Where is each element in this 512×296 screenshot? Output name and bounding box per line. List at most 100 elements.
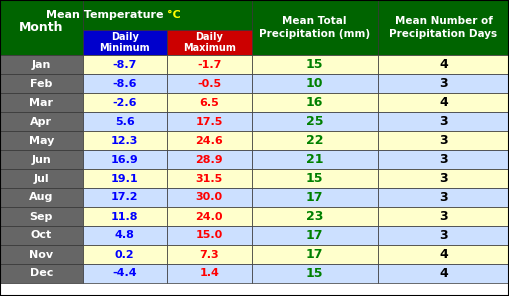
- Text: 11.8: 11.8: [111, 212, 139, 221]
- Text: -4.4: -4.4: [113, 268, 137, 279]
- Text: 19.1: 19.1: [111, 173, 139, 184]
- Text: Daily
Maximum: Daily Maximum: [183, 32, 236, 53]
- Bar: [378, 226, 509, 245]
- Bar: [378, 169, 509, 188]
- Bar: [378, 264, 509, 283]
- Bar: [0, 188, 82, 207]
- Bar: [82, 226, 167, 245]
- Text: Aug: Aug: [29, 192, 53, 202]
- Bar: [251, 55, 378, 74]
- Text: Jul: Jul: [33, 173, 49, 184]
- Text: 4: 4: [439, 248, 448, 261]
- Bar: [378, 188, 509, 207]
- Text: 6.5: 6.5: [200, 97, 219, 107]
- Text: 16: 16: [306, 96, 324, 109]
- Bar: [0, 93, 82, 112]
- Bar: [251, 131, 378, 150]
- Text: -2.6: -2.6: [113, 97, 137, 107]
- Text: 12.3: 12.3: [111, 136, 138, 146]
- Bar: [378, 150, 509, 169]
- Text: 4: 4: [439, 267, 448, 280]
- Bar: [82, 188, 167, 207]
- Text: Mean Number of
Precipitation Days: Mean Number of Precipitation Days: [390, 16, 498, 39]
- Text: 4.8: 4.8: [115, 231, 135, 240]
- Text: 0.2: 0.2: [115, 250, 135, 260]
- Text: Daily
Minimum: Daily Minimum: [99, 32, 150, 53]
- Text: 24.6: 24.6: [196, 136, 223, 146]
- Text: 21: 21: [306, 153, 324, 166]
- Bar: [378, 0, 509, 55]
- Bar: [167, 131, 251, 150]
- Text: -1.7: -1.7: [197, 59, 222, 70]
- Bar: [378, 112, 509, 131]
- Text: 16.9: 16.9: [111, 155, 139, 165]
- Bar: [378, 207, 509, 226]
- Bar: [167, 55, 251, 74]
- Bar: [167, 188, 251, 207]
- Text: 7.3: 7.3: [200, 250, 219, 260]
- Text: 17: 17: [306, 248, 324, 261]
- Text: Jan: Jan: [32, 59, 51, 70]
- Bar: [82, 93, 167, 112]
- Text: Mean Total
Precipitation (mm): Mean Total Precipitation (mm): [259, 16, 370, 39]
- Text: Month: Month: [19, 21, 63, 34]
- Bar: [251, 188, 378, 207]
- Bar: [251, 112, 378, 131]
- Text: -8.6: -8.6: [113, 78, 137, 89]
- Text: 1.4: 1.4: [199, 268, 219, 279]
- Text: 31.5: 31.5: [196, 173, 223, 184]
- Text: 3: 3: [439, 77, 448, 90]
- Bar: [82, 55, 167, 74]
- Bar: [167, 30, 251, 55]
- Text: 17: 17: [306, 191, 324, 204]
- Bar: [251, 93, 378, 112]
- Text: 15: 15: [306, 58, 324, 71]
- Bar: [251, 207, 378, 226]
- Bar: [0, 55, 82, 74]
- Text: 4: 4: [439, 58, 448, 71]
- Text: 15: 15: [306, 172, 324, 185]
- Bar: [82, 112, 167, 131]
- Text: 17.5: 17.5: [196, 117, 223, 126]
- Text: 22: 22: [306, 134, 324, 147]
- Text: Jun: Jun: [31, 155, 51, 165]
- Text: 5.6: 5.6: [115, 117, 135, 126]
- Bar: [82, 150, 167, 169]
- Bar: [251, 264, 378, 283]
- Text: 23: 23: [306, 210, 324, 223]
- Text: 3: 3: [439, 115, 448, 128]
- Bar: [378, 131, 509, 150]
- Bar: [251, 74, 378, 93]
- Bar: [251, 245, 378, 264]
- Bar: [378, 55, 509, 74]
- Bar: [0, 0, 82, 55]
- Text: 17.2: 17.2: [111, 192, 139, 202]
- Text: 17: 17: [306, 229, 324, 242]
- Bar: [167, 264, 251, 283]
- Text: 3: 3: [439, 229, 448, 242]
- Text: 3: 3: [439, 134, 448, 147]
- Bar: [167, 169, 251, 188]
- Bar: [0, 131, 82, 150]
- Bar: [82, 30, 167, 55]
- Text: Oct: Oct: [31, 231, 52, 240]
- Bar: [82, 131, 167, 150]
- Text: -0.5: -0.5: [197, 78, 221, 89]
- Bar: [378, 93, 509, 112]
- Bar: [0, 150, 82, 169]
- Bar: [167, 207, 251, 226]
- Text: 25: 25: [306, 115, 324, 128]
- Text: May: May: [29, 136, 54, 146]
- Bar: [167, 112, 251, 131]
- Bar: [82, 0, 251, 30]
- Text: 3: 3: [439, 153, 448, 166]
- Text: Mean Temperature: Mean Temperature: [46, 10, 167, 20]
- Bar: [251, 226, 378, 245]
- Bar: [82, 245, 167, 264]
- Bar: [251, 150, 378, 169]
- Bar: [0, 207, 82, 226]
- Bar: [167, 226, 251, 245]
- Text: Dec: Dec: [30, 268, 53, 279]
- Text: Feb: Feb: [30, 78, 52, 89]
- Text: 15.0: 15.0: [196, 231, 223, 240]
